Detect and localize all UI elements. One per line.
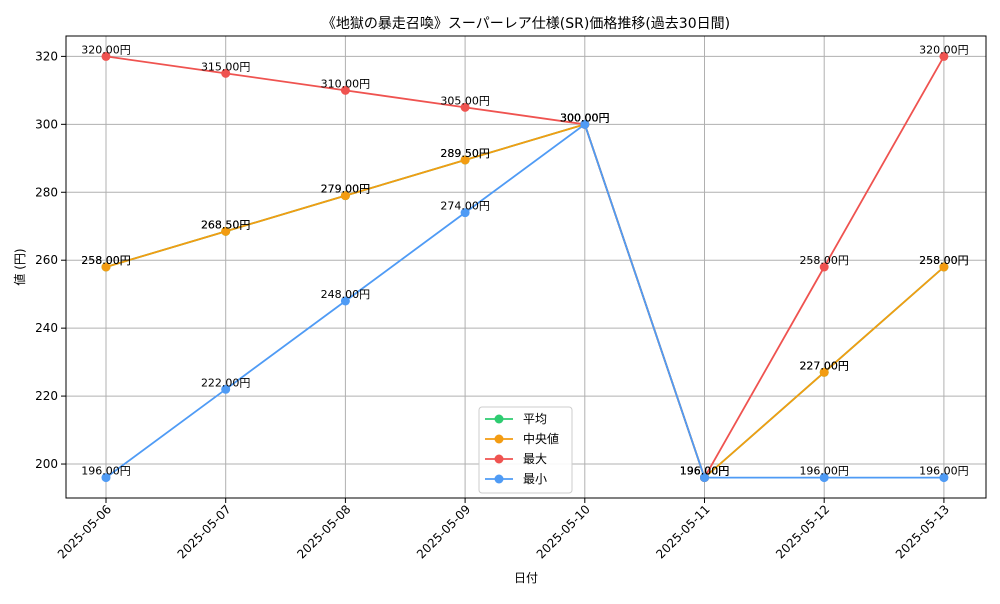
data-label-median: 258.00円 [919, 254, 969, 267]
data-label-min: 196.00円 [81, 465, 131, 478]
data-label-max: 305.00円 [440, 94, 490, 107]
y-tick-label: 320 [35, 49, 58, 63]
data-label-layer: 258.00円 268.50円 279.00円 289.50円 300.00円 196.0… [81, 43, 968, 477]
data-label-min: 248.00円 [321, 288, 371, 301]
data-point-min [460, 208, 470, 218]
series-line-min [105, 122, 944, 479]
x-axis-title: 日付 [514, 571, 538, 585]
legend-swatch-marker-median [494, 434, 504, 444]
data-label-min: 300.00円 [560, 111, 610, 124]
y-tick-label: 240 [35, 321, 58, 335]
data-point-min [819, 473, 829, 483]
y-axis-title: 値 (円) [12, 248, 27, 285]
data-point-max [939, 51, 949, 61]
data-label-mean: 258.00円 [919, 254, 969, 267]
y-tick-label: 280 [35, 185, 58, 199]
grid-layer [66, 36, 986, 498]
series-line-max [105, 55, 945, 480]
legend-label-median: 中央値 [523, 431, 559, 446]
data-point-median [819, 367, 829, 377]
data-point-median [221, 226, 231, 236]
data-point-max [101, 51, 111, 61]
data-label-mean: 258.00円 [81, 254, 131, 267]
data-label-min: 274.00円 [440, 200, 490, 213]
data-point-min [340, 296, 350, 306]
data-point-median [340, 191, 350, 201]
data-label-mean: 279.00円 [321, 183, 371, 196]
data-label-mean: 268.50円 [201, 218, 251, 231]
data-label-max: 320.00円 [81, 43, 131, 56]
data-label-max: 310.00円 [321, 77, 371, 90]
y-tick-label: 300 [35, 117, 58, 131]
data-label-median: 268.50円 [201, 218, 251, 231]
data-label-mean: 289.50円 [440, 147, 490, 160]
data-point-min [939, 473, 949, 483]
data-point-min [221, 384, 231, 394]
legend-swatch-marker-max [494, 454, 504, 464]
data-label-max: 320.00円 [919, 43, 969, 56]
data-label-max: 196.00円 [680, 465, 730, 478]
y-tick-label: 200 [35, 457, 58, 471]
data-label-median: 196.00円 [680, 465, 730, 478]
data-label-min: 196.00円 [799, 465, 849, 478]
data-point-min [101, 473, 111, 483]
legend-swatch-marker-mean [494, 414, 504, 424]
data-point-max [221, 68, 231, 78]
data-point-median [460, 155, 470, 165]
data-label-mean: 227.00円 [799, 359, 849, 372]
data-label-min: 222.00円 [201, 376, 251, 389]
data-label-max: 300.00円 [560, 111, 610, 124]
legend-label-max: 最大 [523, 452, 547, 466]
y-tick-label: 260 [35, 253, 58, 267]
data-point-min [700, 473, 709, 483]
chart-title: 《地獄の暴走召喚》スーパーレア仕様(SR)価格推移(過去30日間) [322, 16, 730, 32]
legend-frame [478, 406, 573, 494]
legend-label-mean: 平均 [523, 412, 547, 426]
data-label-max: 258.00円 [799, 254, 849, 267]
series-line-median [105, 123, 945, 480]
legend-swatch-marker-min [494, 474, 504, 484]
data-label-min: 196.00円 [919, 465, 969, 478]
data-label-max: 315.00円 [201, 60, 251, 73]
data-label-median: 258.00円 [81, 254, 131, 267]
plot-area-frame [65, 35, 987, 499]
data-label-median: 289.50円 [440, 147, 490, 160]
data-label-median: 279.00円 [321, 183, 371, 196]
data-point-max [460, 102, 470, 112]
data-point-median [939, 262, 949, 272]
legend-label-min: 最小 [523, 472, 547, 486]
data-point-min [580, 119, 590, 129]
data-label-min: 196.00円 [680, 465, 730, 478]
series-layer [101, 51, 949, 483]
y-tick-label: 220 [35, 389, 58, 403]
data-point-max [819, 262, 829, 272]
data-point-median [101, 262, 111, 272]
data-label-median: 227.00円 [799, 359, 849, 372]
data-label-mean: 300.00円 [560, 111, 610, 124]
data-label-median: 300.00円 [560, 111, 610, 124]
data-label-mean: 196.00円 [680, 465, 730, 478]
data-point-max [340, 85, 350, 95]
